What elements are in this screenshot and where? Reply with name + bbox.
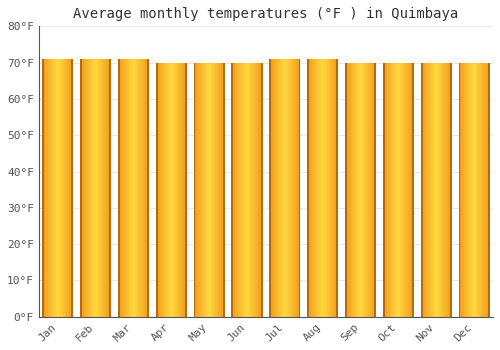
Bar <box>383 63 385 317</box>
Bar <box>72 59 74 317</box>
Bar <box>421 63 422 317</box>
Bar <box>185 63 187 317</box>
Bar <box>458 63 460 317</box>
Bar <box>488 63 490 317</box>
Bar <box>307 59 309 317</box>
Title: Average monthly temperatures (°F ) in Quimbaya: Average monthly temperatures (°F ) in Qu… <box>74 7 458 21</box>
Bar <box>270 59 271 317</box>
Bar <box>80 59 82 317</box>
Bar <box>450 63 452 317</box>
Bar <box>147 59 149 317</box>
Bar <box>298 59 300 317</box>
Bar <box>336 59 338 317</box>
Bar <box>118 59 120 317</box>
Bar <box>42 59 44 317</box>
Bar <box>345 63 347 317</box>
Bar <box>374 63 376 317</box>
Bar <box>194 63 196 317</box>
Bar <box>260 63 262 317</box>
Bar <box>223 63 224 317</box>
Bar <box>412 63 414 317</box>
Bar <box>232 63 234 317</box>
Bar <box>156 63 158 317</box>
Bar <box>109 59 111 317</box>
